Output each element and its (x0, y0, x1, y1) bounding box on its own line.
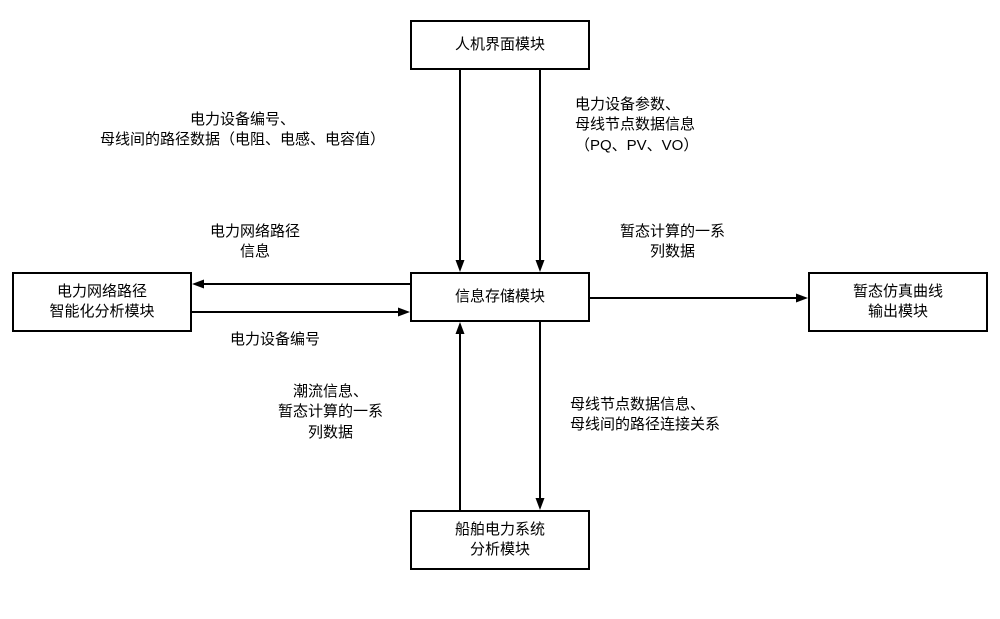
label-left-top: 电力网络路径 信息 (210, 222, 300, 263)
node-hmi: 人机界面模块 (410, 20, 590, 70)
diagram-canvas: 人机界面模块 信息存储模块 电力网络路径 智能化分析模块 暂态仿真曲线 输出模块… (0, 0, 1000, 619)
label-bot-right: 母线节点数据信息、 母线间的路径连接关系 (570, 395, 720, 436)
node-ship: 船舶电力系统 分析模块 (410, 510, 590, 570)
node-store: 信息存储模块 (410, 272, 590, 322)
label-right-top: 暂态计算的一系 列数据 (620, 222, 725, 263)
node-curve: 暂态仿真曲线 输出模块 (808, 272, 988, 332)
node-net: 电力网络路径 智能化分析模块 (12, 272, 192, 332)
node-net-label: 电力网络路径 智能化分析模块 (49, 282, 154, 323)
node-store-label: 信息存储模块 (455, 287, 545, 307)
label-top-right: 电力设备参数、 母线节点数据信息 （PQ、PV、VO） (575, 95, 698, 156)
label-top-left: 电力设备编号、 母线间的路径数据（电阻、电感、电容值） (100, 110, 385, 151)
node-ship-label: 船舶电力系统 分析模块 (455, 520, 545, 561)
label-left-bot: 电力设备编号 (230, 330, 320, 350)
node-hmi-label: 人机界面模块 (455, 35, 545, 55)
label-bot-left: 潮流信息、 暂态计算的一系 列数据 (278, 382, 383, 443)
node-curve-label: 暂态仿真曲线 输出模块 (853, 282, 943, 323)
